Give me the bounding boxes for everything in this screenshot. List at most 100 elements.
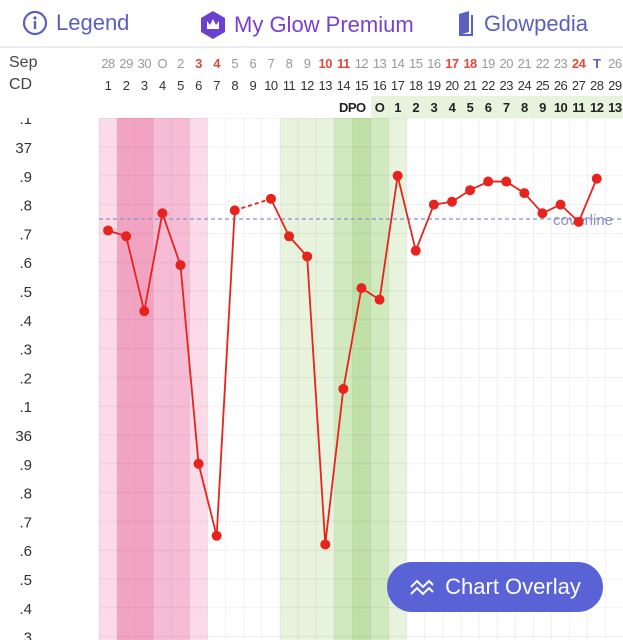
day-band <box>388 118 407 640</box>
temp-point[interactable] <box>519 188 530 199</box>
chart-overlay-icon <box>410 579 434 596</box>
dpo-label: DPO <box>338 100 366 115</box>
y-tick-label: .8 <box>19 198 32 215</box>
cell: 12 <box>354 56 369 71</box>
day-band <box>171 118 190 640</box>
book-icon <box>459 11 473 36</box>
cell: 12 <box>590 100 604 115</box>
top-bar: Legend My Glow Premium Glowpedia <box>0 0 623 48</box>
temp-line-segment <box>378 175 399 300</box>
y-tick-label: .7 <box>19 226 32 243</box>
temp-point[interactable] <box>229 205 240 216</box>
premium-button[interactable]: My Glow Premium <box>200 10 414 40</box>
legend-label: Legend <box>56 10 130 35</box>
temp-point[interactable] <box>338 383 349 394</box>
day-band <box>370 118 389 640</box>
cell: 3 <box>140 78 148 93</box>
cell: 15 <box>409 56 423 71</box>
temp-point[interactable] <box>483 176 494 187</box>
cell: 2 <box>412 100 420 115</box>
cell: 1 <box>104 78 112 93</box>
glowpedia-button[interactable]: Glowpedia <box>456 10 588 38</box>
temp-point[interactable] <box>591 173 602 184</box>
cell: 5 <box>177 78 184 93</box>
day-band <box>117 118 136 640</box>
info-icon <box>22 10 48 36</box>
cell: 6 <box>195 78 202 93</box>
chart-overlay-button[interactable]: Chart Overlay <box>387 562 603 612</box>
temp-point[interactable] <box>374 294 385 305</box>
cell: 19 <box>481 56 495 71</box>
temp-point[interactable] <box>320 539 331 550</box>
cell: 12 <box>300 78 314 93</box>
cell: 4 <box>213 56 220 71</box>
y-tick-label: .1 <box>19 399 32 416</box>
y-tick-label: 37 <box>15 140 32 157</box>
temp-point[interactable] <box>265 193 276 204</box>
cell: 15 <box>354 78 369 93</box>
cell: 6 <box>249 56 257 71</box>
y-tick-label: .9 <box>19 457 32 474</box>
temp-point[interactable] <box>446 196 457 207</box>
temp-point[interactable] <box>356 283 367 294</box>
temp-point[interactable] <box>193 458 204 469</box>
temp-point[interactable] <box>428 199 439 210</box>
cell: 9 <box>303 56 311 71</box>
temp-line-segment <box>179 264 200 464</box>
temp-point[interactable] <box>284 231 295 242</box>
temp-line-segment <box>143 213 164 312</box>
temp-point[interactable] <box>501 176 512 187</box>
cd-label: CD <box>9 76 33 93</box>
cell: O <box>374 100 385 115</box>
temp-point[interactable] <box>157 208 168 219</box>
y-tick-label: .5 <box>19 284 32 301</box>
temp-point[interactable] <box>392 170 403 181</box>
bbt-chart[interactable]: .137.9.8.7.6.5.4.3.2.136.9.8.7.6.5.4.3co… <box>0 118 623 640</box>
temp-point[interactable] <box>555 199 566 210</box>
cell: 10 <box>553 100 568 115</box>
cell: 6 <box>484 100 492 115</box>
temp-point[interactable] <box>175 260 186 271</box>
cell: 29 <box>608 78 622 93</box>
cell: 18 <box>463 56 477 71</box>
cell: 28 <box>590 78 604 93</box>
cell: 4 <box>158 78 166 93</box>
cell: 18 <box>409 78 423 93</box>
cell: 7 <box>213 78 220 93</box>
temp-point[interactable] <box>139 306 150 317</box>
temp-point[interactable] <box>537 208 548 219</box>
temp-point[interactable] <box>211 530 222 541</box>
premium-label: My Glow Premium <box>234 12 414 37</box>
chart-overlay-label: Chart Overlay <box>445 574 581 599</box>
cell: 8 <box>520 100 528 115</box>
cell: 26 <box>553 78 568 93</box>
temp-point[interactable] <box>465 185 476 196</box>
temp-point[interactable] <box>302 251 313 262</box>
cell: 21 <box>517 56 532 71</box>
day-band <box>334 118 353 640</box>
day-band <box>135 118 154 640</box>
cell: 13 <box>318 78 333 93</box>
legend-button[interactable]: Legend <box>22 10 129 36</box>
y-tick-label: .3 <box>19 630 32 640</box>
cell: 11 <box>572 100 586 115</box>
cell: 28 <box>101 56 115 71</box>
day-band <box>316 118 335 640</box>
y-tick-label: 36 <box>15 428 32 445</box>
y-tick-label: .9 <box>19 169 32 186</box>
cell: 13 <box>372 56 387 71</box>
temp-point[interactable] <box>410 245 421 256</box>
temp-point[interactable] <box>573 216 584 227</box>
y-tick-label: .1 <box>19 118 32 128</box>
cell: 20 <box>499 56 514 71</box>
cell: 2 <box>122 78 130 93</box>
cell: 24 <box>571 56 586 71</box>
temp-point[interactable] <box>103 225 114 236</box>
cell: 24 <box>517 78 532 93</box>
temp-point[interactable] <box>121 231 132 242</box>
cell: 11 <box>336 56 350 71</box>
day-band <box>298 118 317 640</box>
cell: 7 <box>267 56 275 71</box>
cell: 5 <box>466 100 474 115</box>
cell: 10 <box>264 78 278 93</box>
